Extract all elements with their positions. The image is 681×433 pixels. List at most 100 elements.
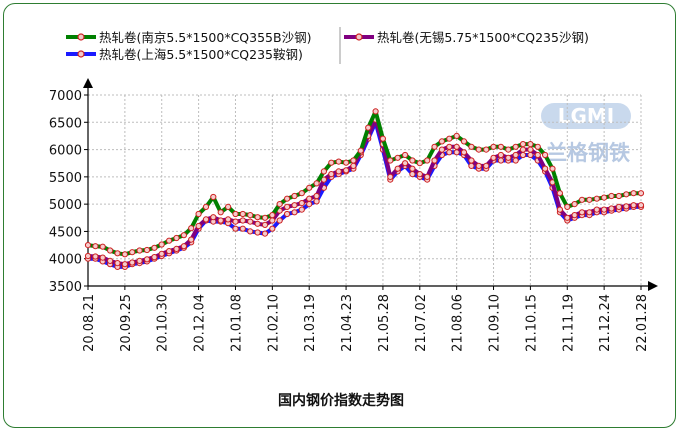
x-tick-label: 21.02.10	[266, 294, 281, 352]
data-point-nanjing	[210, 193, 217, 201]
data-point-nanjing	[372, 108, 379, 115]
data-point-shanghai	[306, 201, 313, 208]
data-point-wuxi	[446, 143, 453, 150]
watermark: LGMI 兰格钢铁	[541, 103, 631, 165]
data-point-nanjing	[313, 180, 320, 187]
watermark-logo-text: LGMI	[558, 104, 615, 128]
data-point-wuxi	[637, 202, 645, 209]
data-point-nanjing	[114, 250, 121, 257]
data-point-nanjing	[232, 210, 239, 218]
data-point-wuxi	[519, 146, 527, 153]
data-point-nanjing	[623, 191, 630, 198]
data-point-wuxi	[387, 173, 394, 180]
data-point-wuxi	[623, 203, 630, 210]
data-point-wuxi	[578, 209, 586, 216]
data-point-wuxi	[261, 221, 269, 228]
data-point-wuxi	[158, 250, 165, 257]
data-point-wuxi	[512, 151, 519, 159]
data-point-nanjing	[409, 157, 416, 164]
data-point-nanjing	[365, 124, 372, 131]
data-point-wuxi	[313, 192, 320, 200]
y-tick-label: 4500	[49, 225, 82, 240]
data-point-nanjing	[298, 190, 305, 197]
data-point-nanjing	[107, 247, 114, 254]
data-point-nanjing	[306, 184, 313, 191]
legend: 热轧卷(南京5.5*1500*CQ355B沙钢) 热轧卷(上海5.5*1500*…	[66, 27, 589, 64]
x-axis-arrow	[648, 281, 658, 291]
data-point-wuxi	[107, 257, 114, 264]
data-point-nanjing	[438, 138, 445, 145]
data-point-nanjing	[217, 209, 224, 216]
data-point-nanjing	[534, 143, 541, 150]
data-point-wuxi	[121, 261, 129, 268]
data-point-nanjing	[92, 243, 99, 250]
data-point-wuxi	[173, 245, 180, 252]
data-point-nanjing	[497, 143, 504, 150]
x-tick-label: 20.12.04	[193, 294, 208, 352]
y-tick-label: 3500	[49, 280, 82, 295]
data-point-wuxi	[92, 253, 99, 260]
data-point-wuxi	[335, 168, 342, 175]
data-point-nanjing	[291, 192, 298, 200]
data-point-nanjing	[180, 232, 187, 239]
data-point-nanjing	[158, 241, 165, 248]
data-point-shanghai	[446, 149, 453, 156]
data-point-nanjing	[320, 168, 327, 175]
data-point-wuxi	[409, 165, 416, 172]
data-point-wuxi	[424, 173, 431, 180]
y-tick-label: 4000	[49, 253, 82, 268]
data-point-nanjing	[431, 143, 438, 150]
data-point-nanjing	[490, 143, 497, 150]
data-point-wuxi	[151, 254, 158, 261]
data-point-nanjing	[99, 243, 106, 250]
x-tick-label: 21.05.28	[377, 294, 392, 352]
series-line-nanjing	[87, 109, 641, 257]
data-point-wuxi	[586, 209, 593, 216]
data-point-nanjing	[615, 192, 623, 200]
data-point-nanjing	[593, 195, 600, 202]
data-point-nanjing	[556, 190, 564, 197]
y-tick-label: 6000	[49, 144, 82, 159]
data-point-nanjing	[239, 210, 246, 218]
data-point-nanjing	[247, 212, 254, 219]
watermark-cn-text: 兰格钢铁	[546, 141, 630, 165]
data-point-shanghai	[247, 228, 254, 235]
data-point-wuxi	[284, 203, 291, 210]
series-nanjing	[84, 108, 645, 258]
data-point-shanghai	[254, 229, 261, 236]
data-point-nanjing	[446, 135, 453, 142]
data-point-wuxi	[166, 248, 173, 255]
data-point-wuxi	[136, 257, 143, 264]
data-point-nanjing	[416, 160, 423, 167]
data-point-wuxi	[188, 236, 195, 243]
data-point-shanghai	[291, 209, 298, 216]
data-point-wuxi	[394, 165, 401, 172]
data-point-nanjing	[519, 141, 527, 148]
data-point-wuxi	[475, 162, 482, 169]
data-point-nanjing	[394, 154, 401, 161]
data-point-wuxi	[254, 220, 261, 227]
data-point-nanjing	[379, 135, 386, 142]
data-point-wuxi	[615, 203, 623, 210]
data-point-shanghai	[276, 217, 283, 224]
data-point-shanghai	[298, 206, 305, 213]
data-point-nanjing	[261, 214, 269, 221]
legend-label-wuxi: 热轧卷(无锡5.75*1500*CQ235沙钢)	[377, 30, 589, 45]
data-point-nanjing	[571, 201, 578, 208]
data-point-nanjing	[475, 146, 482, 153]
data-point-wuxi	[416, 171, 423, 178]
x-tick-label: 20.08.21	[82, 294, 97, 352]
data-point-wuxi	[527, 146, 534, 153]
data-point-wuxi	[298, 200, 305, 207]
data-point-nanjing	[460, 138, 468, 145]
data-point-nanjing	[276, 201, 283, 208]
x-tick-label: 20.10.30	[156, 294, 171, 352]
data-point-wuxi	[328, 171, 335, 178]
data-point-wuxi	[438, 146, 445, 153]
data-point-nanjing	[505, 146, 512, 153]
data-point-nanjing	[173, 234, 180, 242]
x-tick-label: 21.10.15	[524, 294, 539, 352]
y-axis-arrow	[83, 78, 93, 88]
data-point-wuxi	[143, 256, 151, 263]
